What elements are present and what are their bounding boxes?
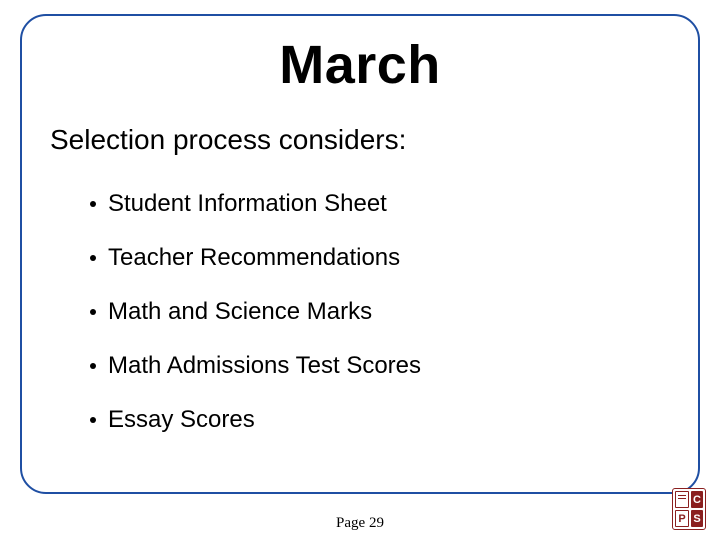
list-item: Math and Science Marks <box>90 298 698 326</box>
slide-title: March <box>22 34 698 96</box>
list-item: Math Admissions Test Scores <box>90 352 698 380</box>
slide-frame: March Selection process considers: Stude… <box>20 14 700 494</box>
bullet-text: Math and Science Marks <box>108 298 372 326</box>
list-item: Student Information Sheet <box>90 190 698 218</box>
fcps-logo-icon: C P S <box>672 488 706 530</box>
list-item: Teacher Recommendations <box>90 244 698 272</box>
logo-row: P S <box>675 510 703 527</box>
list-item: Essay Scores <box>90 406 698 434</box>
bullet-icon <box>90 201 96 207</box>
logo-letter: P <box>675 510 689 527</box>
book-icon <box>675 491 689 508</box>
slide-subtitle: Selection process considers: <box>50 124 698 156</box>
bullet-icon <box>90 417 96 423</box>
page-footer: Page 29 <box>0 515 720 532</box>
bullet-icon <box>90 309 96 315</box>
bullet-text: Math Admissions Test Scores <box>108 352 421 380</box>
logo-letter: S <box>691 510 703 527</box>
logo-frame: C P S <box>672 488 706 530</box>
bullet-list: Student Information Sheet Teacher Recomm… <box>90 190 698 434</box>
bullet-text: Student Information Sheet <box>108 190 387 218</box>
logo-letter: C <box>691 491 703 508</box>
logo-row: C <box>675 491 703 508</box>
bullet-text: Teacher Recommendations <box>108 244 400 272</box>
bullet-icon <box>90 255 96 261</box>
bullet-icon <box>90 363 96 369</box>
bullet-text: Essay Scores <box>108 406 255 434</box>
slide: March Selection process considers: Stude… <box>0 0 720 540</box>
